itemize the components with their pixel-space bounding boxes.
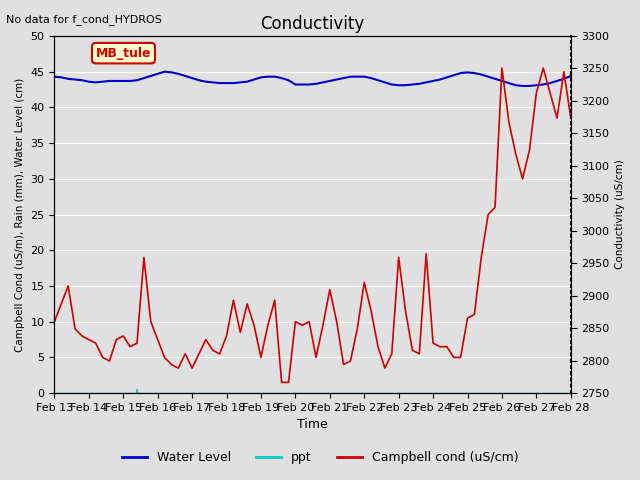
Text: No data for f_cond_HYDROS: No data for f_cond_HYDROS — [6, 14, 163, 25]
Legend: Water Level, ppt, Campbell cond (uS/cm): Water Level, ppt, Campbell cond (uS/cm) — [116, 446, 524, 469]
Y-axis label: Campbell Cond (uS/m), Rain (mm), Water Level (cm): Campbell Cond (uS/m), Rain (mm), Water L… — [15, 77, 25, 352]
X-axis label: Time: Time — [297, 419, 328, 432]
Title: Conductivity: Conductivity — [260, 15, 365, 33]
Text: MB_tule: MB_tule — [96, 47, 151, 60]
Y-axis label: Conductivity (uS/cm): Conductivity (uS/cm) — [615, 160, 625, 269]
